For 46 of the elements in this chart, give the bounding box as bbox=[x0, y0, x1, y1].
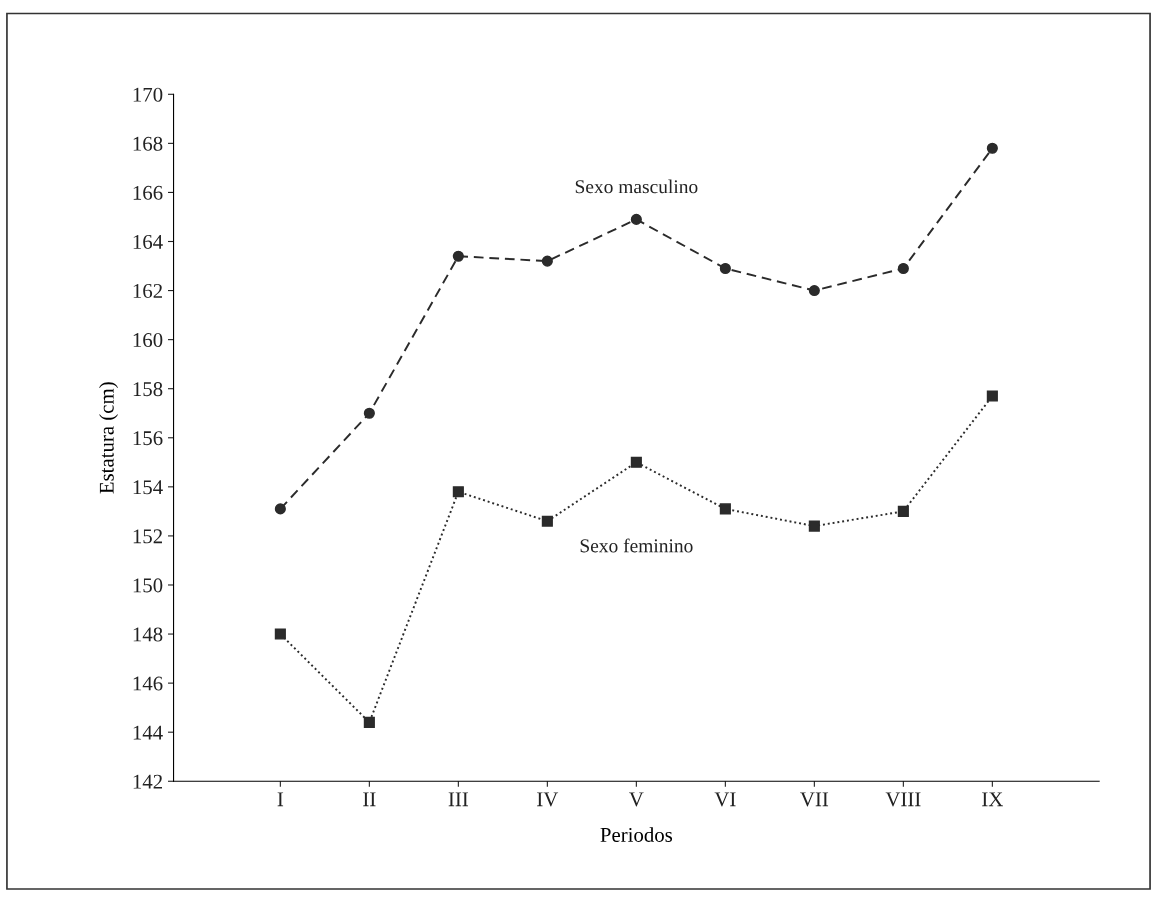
series-label: Sexo masculino bbox=[575, 179, 698, 194]
point bbox=[719, 503, 731, 515]
y-tick-label: 144 bbox=[133, 725, 163, 740]
point bbox=[808, 285, 820, 297]
point bbox=[808, 520, 820, 532]
y-tick-label: 152 bbox=[133, 529, 162, 544]
y-tick-label: 154 bbox=[133, 480, 163, 495]
x-tick-label: V bbox=[629, 792, 644, 807]
y-tick-label: 142 bbox=[133, 774, 162, 789]
x-tick-label: III bbox=[448, 792, 469, 807]
point bbox=[363, 407, 375, 419]
point bbox=[452, 250, 464, 262]
x-axis-title: Periodos bbox=[600, 827, 673, 842]
point bbox=[719, 262, 731, 275]
x-tick-label: VII bbox=[800, 792, 829, 807]
y-tick-label: 162 bbox=[133, 284, 162, 298]
x-tick-label: IV bbox=[537, 792, 559, 807]
point bbox=[897, 262, 909, 275]
point bbox=[452, 486, 464, 498]
x-tick-label: VIII bbox=[885, 792, 921, 807]
y-tick-label: 158 bbox=[133, 382, 163, 397]
point bbox=[986, 142, 998, 154]
point bbox=[274, 503, 286, 515]
y-tick-label: 168 bbox=[133, 136, 163, 151]
point bbox=[363, 716, 375, 728]
x-tick-label: VI bbox=[714, 792, 736, 807]
x-tick-label: IX bbox=[982, 792, 1003, 807]
y-tick-label: 160 bbox=[133, 333, 163, 348]
y-tick-label: 166 bbox=[133, 185, 163, 200]
x-tick-label: I bbox=[277, 792, 284, 807]
point bbox=[897, 505, 909, 517]
point bbox=[541, 515, 553, 527]
y-tick-label: 156 bbox=[133, 431, 163, 446]
x-tick-label: II bbox=[363, 792, 376, 807]
y-tick-label: 146 bbox=[133, 676, 163, 691]
point bbox=[274, 628, 286, 640]
point bbox=[630, 213, 642, 225]
point bbox=[541, 255, 553, 267]
y-tick-label: 170 bbox=[133, 87, 163, 102]
point bbox=[630, 456, 642, 468]
y-axis-title: Estatura (cm) bbox=[99, 382, 118, 494]
y-tick-label: 148 bbox=[133, 627, 163, 642]
series-label: Sexo feminino bbox=[580, 538, 693, 553]
point bbox=[986, 390, 998, 402]
y-tick-label: 164 bbox=[133, 234, 163, 249]
y-tick-label: 150 bbox=[133, 578, 163, 593]
